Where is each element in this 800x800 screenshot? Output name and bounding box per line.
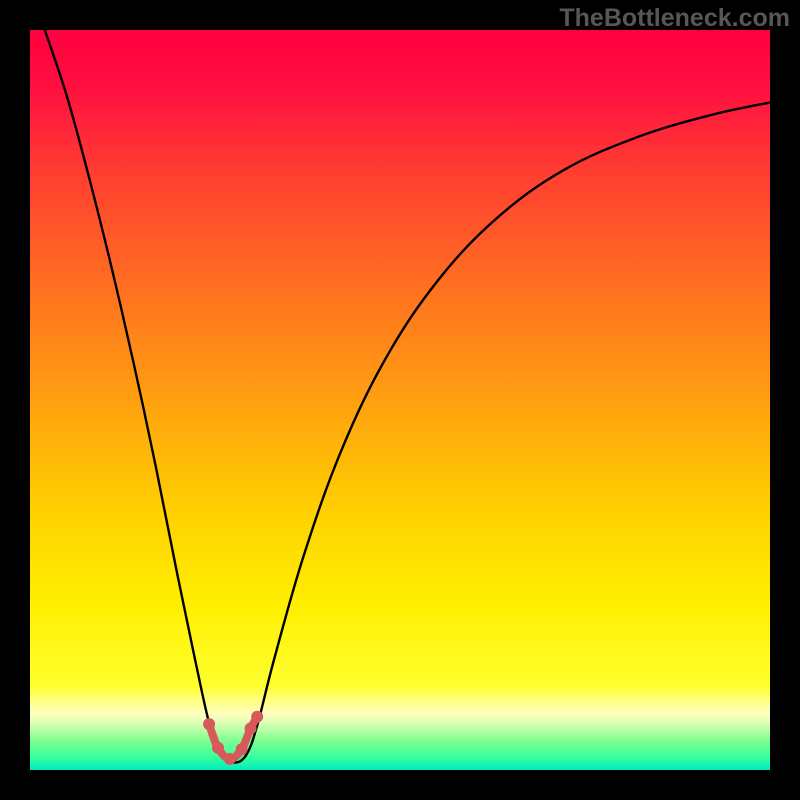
highlight-dot	[203, 718, 215, 730]
highlight-dot	[251, 711, 263, 723]
highlight-dot	[212, 742, 224, 754]
highlight-dot	[245, 723, 257, 735]
bottleneck-chart	[0, 0, 800, 800]
highlight-dot	[236, 743, 248, 755]
watermark-text: TheBottleneck.com	[559, 4, 790, 33]
highlight-dot	[224, 753, 236, 765]
chart-container: TheBottleneck.com	[0, 0, 800, 800]
